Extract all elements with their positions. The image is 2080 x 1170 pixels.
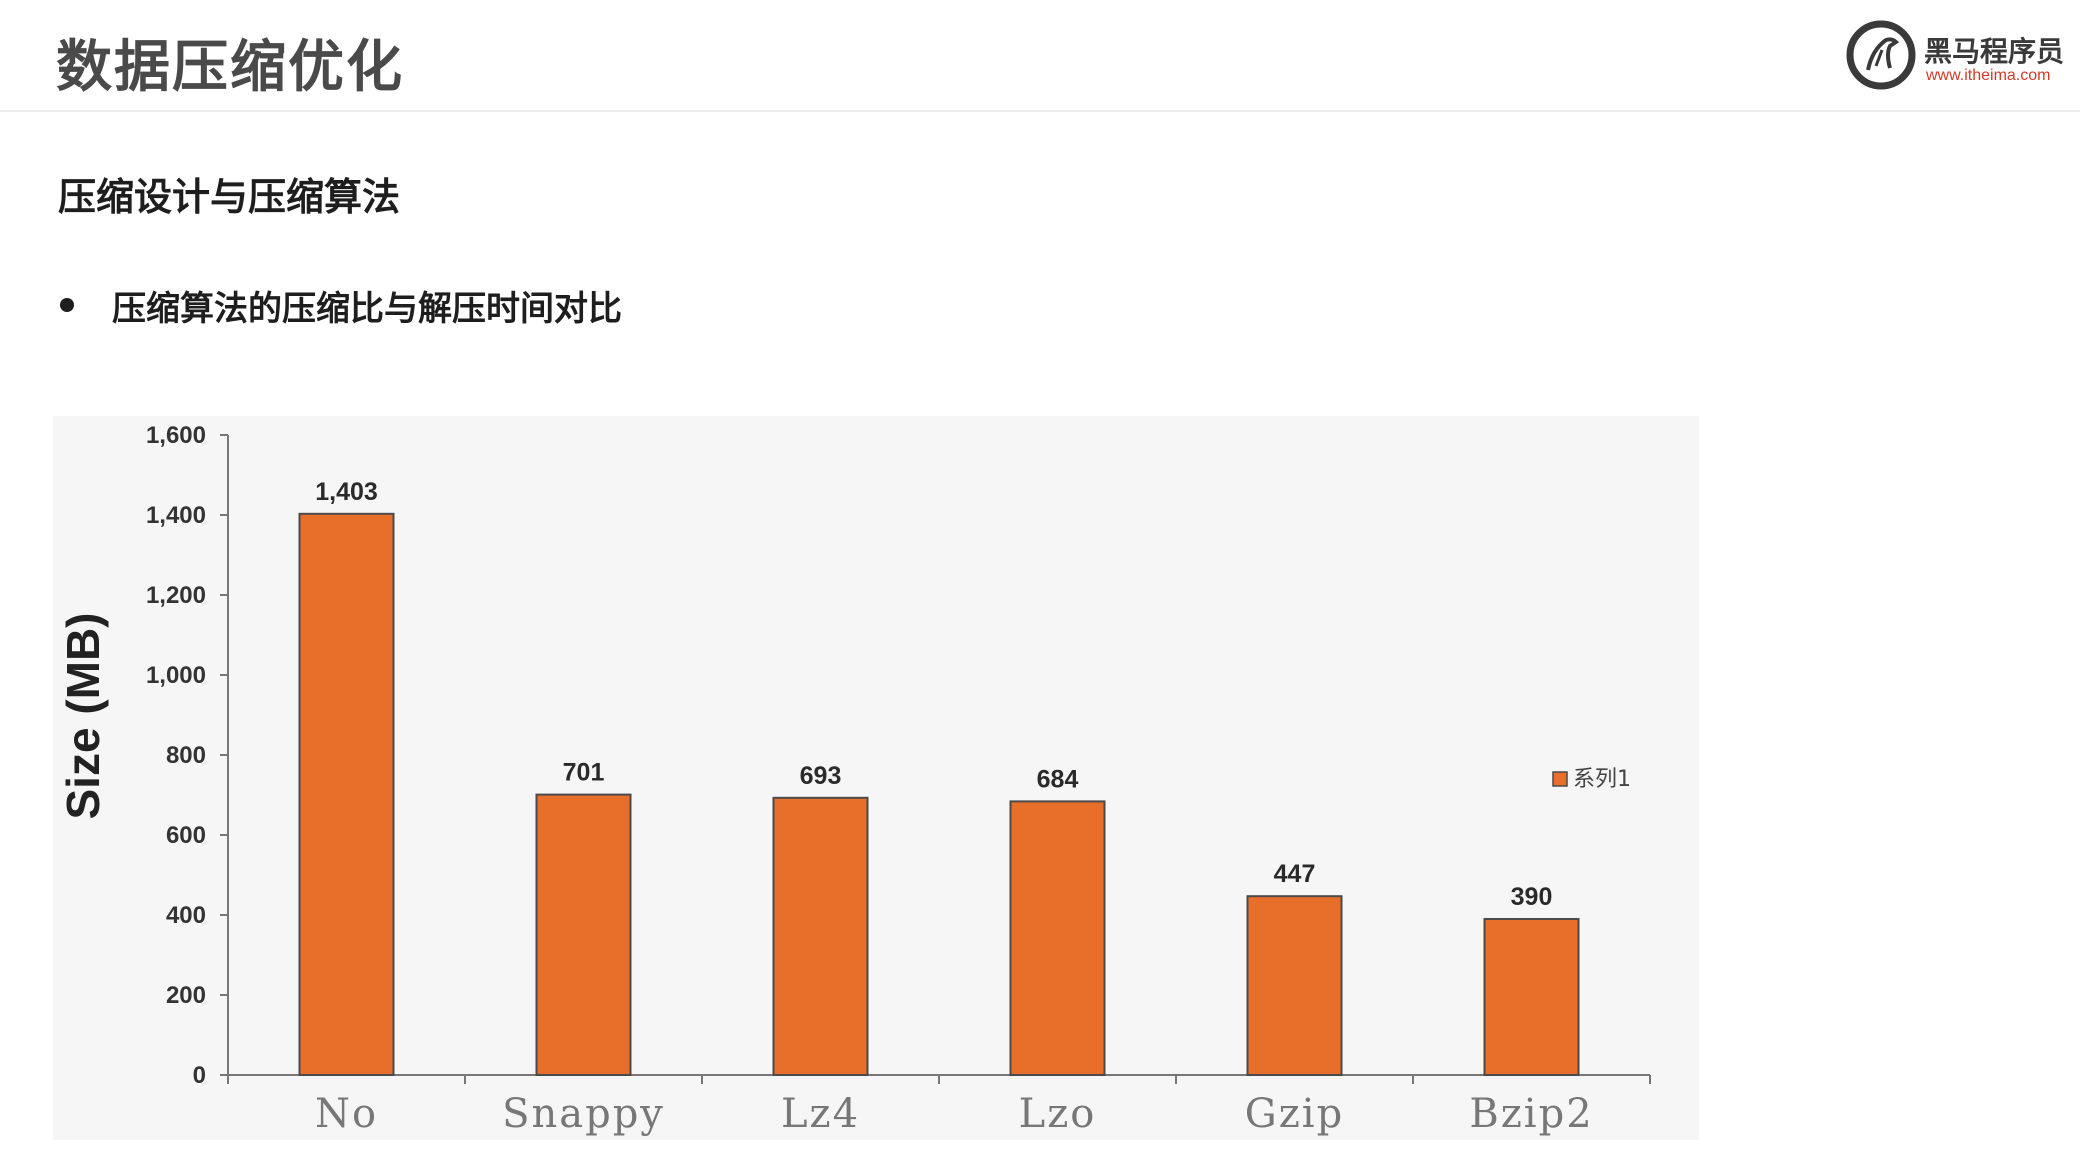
page-title: 数据压缩优化 [56,35,404,100]
x-tick-label: Snappy [502,1091,665,1137]
legend-label: 系列1 [1573,767,1631,792]
y-tick-label: 1,600 [146,422,206,449]
y-tick-label: 1,000 [146,662,206,689]
y-tick-label: 400 [166,902,206,929]
bar-chart: 0 200 400 600 800 1,000 1,200 1,400 1,600 Size (M… [53,416,1699,1140]
data-label: 701 [563,759,605,787]
bullet-item: 压缩算法的压缩比与解压时间对比 [58,280,622,330]
data-label: 693 [800,762,842,790]
data-label: 390 [1511,883,1553,911]
x-tick-label: Lzo [1019,1091,1097,1137]
bar-chart-svg: 0 200 400 600 800 1,000 1,200 1,400 1,600 Size (M… [57,422,1651,1137]
bullet-dot-icon [60,298,74,312]
section-heading: 压缩设计与压缩算法 [58,175,401,219]
y-tick-label: 1,200 [146,582,206,609]
y-tick-label: 0 [193,1062,206,1089]
y-tick-label: 800 [166,742,206,769]
bar-bzip2 [1483,918,1580,1076]
y-tick-label: 600 [166,822,206,849]
data-label: 1,403 [315,478,378,506]
brand-logo: 黑马程序员 www.itheima.com [1846,20,2066,90]
logo-name: 黑马程序员 [1924,35,2065,68]
x-tick-label: Lz4 [781,1091,860,1137]
bar-snappy [535,793,632,1076]
bar-lzo [1009,800,1106,1076]
x-tick-label: Bzip2 [1469,1091,1593,1137]
bullet-text: 压缩算法的压缩比与解压时间对比 [112,288,622,329]
x-tick-label: Gzip [1245,1091,1344,1137]
y-tick-label: 200 [166,982,206,1009]
logo-url: www.itheima.com [1926,67,2051,84]
data-label: 684 [1037,765,1079,793]
horse-logo-icon [1846,20,1916,90]
data-label: 447 [1274,860,1316,888]
y-axis-title: Size (MB) [57,613,109,820]
bar-no [298,512,395,1077]
y-tick-label: 1,400 [146,502,206,529]
slide-header: 数据压缩优化 黑马程序员 www.itheima.com [0,0,2080,112]
bar-lz4 [772,796,869,1076]
x-tick-label: No [315,1091,378,1137]
legend-swatch [1552,771,1568,787]
bar-gzip [1246,895,1343,1077]
